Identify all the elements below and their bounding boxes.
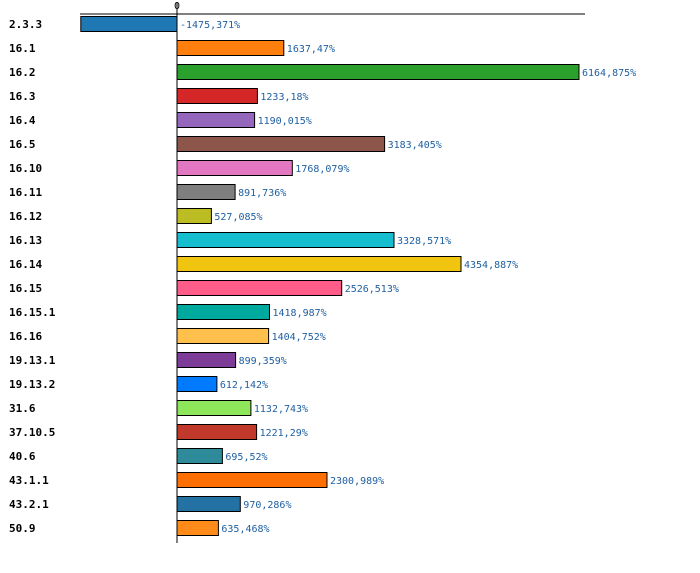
bar-43.1.1 — [176, 472, 328, 488]
category-label: 16.12 — [9, 210, 42, 223]
category-label: 16.3 — [9, 90, 36, 103]
category-label: 16.15 — [9, 282, 42, 295]
category-label: 16.5 — [9, 138, 36, 151]
category-label: 40.6 — [9, 450, 36, 463]
category-label: 16.13 — [9, 234, 42, 247]
value-label: 970,286% — [243, 500, 291, 511]
labels-group: 2.3.3 -1475,371% 16.1 1637,47% 16.2 6164,875%… — [9, 18, 636, 535]
bar-16.16 — [176, 328, 270, 344]
bar-37.10.5 — [176, 424, 258, 440]
value-label: 1404,752% — [272, 332, 326, 343]
bar-16.15 — [176, 280, 343, 296]
value-label: 2526,513% — [345, 284, 399, 295]
value-label: 635,468% — [221, 524, 269, 535]
category-label: 50.9 — [9, 522, 36, 535]
category-label: 16.11 — [9, 186, 42, 199]
value-label: 1233,18% — [260, 92, 308, 103]
bar-50.9 — [176, 520, 219, 536]
value-label: 4354,887% — [464, 260, 518, 271]
value-label: 891,736% — [238, 188, 286, 199]
value-label: -1475,371% — [180, 20, 240, 31]
value-label: 1190,015% — [258, 116, 312, 127]
bar-16.11 — [176, 184, 236, 200]
category-label: 16.2 — [9, 66, 36, 79]
value-label: 6164,875% — [582, 68, 636, 79]
value-label: 3328,571% — [397, 236, 451, 247]
bar-2.3.3 — [80, 16, 178, 32]
value-label: 612,142% — [220, 380, 268, 391]
bar-16.14 — [176, 256, 462, 272]
bar-16.15.1 — [176, 304, 270, 320]
value-label: 527,085% — [214, 212, 262, 223]
category-label: 16.16 — [9, 330, 42, 343]
category-label: 16.4 — [9, 114, 36, 127]
value-label: 1418,987% — [273, 308, 327, 319]
bar-16.3 — [176, 88, 258, 104]
category-label: 31.6 — [9, 402, 36, 415]
bar-43.2.1 — [176, 496, 241, 512]
category-label: 16.10 — [9, 162, 42, 175]
category-label: 16.1 — [9, 42, 36, 55]
value-label: 1221,29% — [260, 428, 308, 439]
bar-16.12 — [176, 208, 212, 224]
category-label: 19.13.1 — [9, 354, 56, 367]
value-label: 1637,47% — [287, 44, 335, 55]
bar-19.13.1 — [176, 352, 237, 368]
value-label: 3183,405% — [388, 140, 442, 151]
category-label: 19.13.2 — [9, 378, 55, 391]
bar-16.13 — [176, 232, 395, 248]
x-tick-label: 0 — [174, 1, 180, 12]
value-label: 899,359% — [239, 356, 287, 367]
category-label: 2.3.3 — [9, 18, 42, 31]
bar-16.2 — [176, 64, 580, 80]
bar-19.13.2 — [176, 376, 218, 392]
bars-group — [80, 16, 580, 536]
category-label: 16.15.1 — [9, 306, 56, 319]
bar-40.6 — [176, 448, 223, 464]
category-label: 43.1.1 — [9, 474, 49, 487]
category-label: 16.14 — [9, 258, 42, 271]
bar-16.5 — [176, 136, 386, 152]
bar-31.6 — [176, 400, 252, 416]
value-label: 2300,989% — [330, 476, 384, 487]
bar-16.10 — [176, 160, 293, 176]
category-label: 37.10.5 — [9, 426, 55, 439]
category-label: 43.2.1 — [9, 498, 49, 511]
value-label: 1132,743% — [254, 404, 308, 415]
bar-16.1 — [176, 40, 285, 56]
bar-16.4 — [176, 112, 256, 128]
value-label: 695,52% — [225, 452, 267, 463]
value-label: 1768,079% — [295, 164, 349, 175]
